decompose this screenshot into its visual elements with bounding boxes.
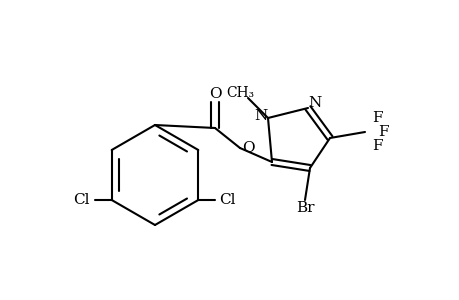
Text: Cl: Cl (73, 193, 90, 207)
Text: N: N (254, 109, 267, 123)
Text: F: F (377, 125, 387, 139)
Text: O: O (208, 87, 221, 101)
Text: Br: Br (295, 201, 313, 215)
Text: F: F (371, 111, 381, 125)
Text: CH₃: CH₃ (225, 86, 253, 100)
Text: F: F (371, 139, 381, 153)
Text: O: O (241, 141, 254, 155)
Text: Cl: Cl (218, 193, 235, 207)
Text: N: N (308, 96, 321, 110)
